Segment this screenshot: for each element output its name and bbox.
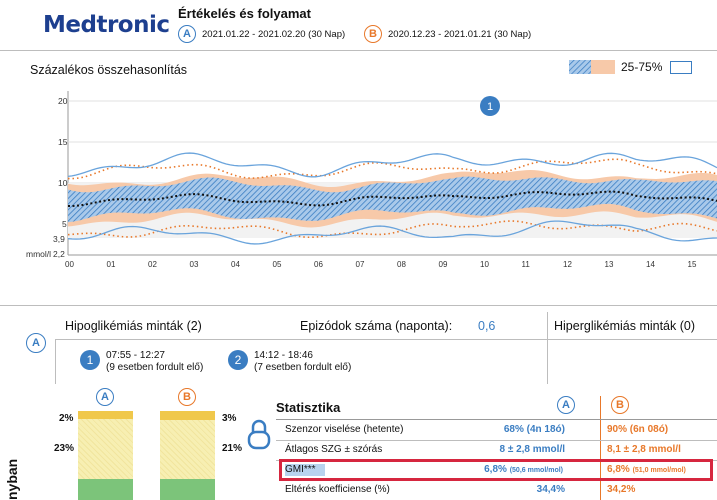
comparison-title: Százalékos összehasonlítás (30, 63, 188, 77)
x-tick-08: 08 (397, 260, 406, 269)
y-tick-10: 10 (58, 178, 68, 188)
pattern-marker-1[interactable] (480, 96, 500, 116)
header-divider (0, 50, 717, 51)
period-a: A 2021.01.22 - 2021.02.20 (30 Nap) (178, 25, 345, 43)
stats-badge-a: A (557, 396, 575, 414)
pattern-marker-1-label: 1 (487, 101, 493, 113)
stats-title: Statisztika (276, 400, 341, 415)
period-a-badge: A (178, 25, 196, 43)
hypo-patterns-title: Hipoglikémiás minták (2) (65, 319, 202, 333)
medtronic-logo: Medtronic (43, 12, 170, 38)
pattern-2-time: 14:12 - 18:46 (254, 350, 313, 361)
y-tick-2-2: 2,2 (53, 249, 65, 259)
period-b-badge: B (364, 25, 382, 43)
x-tick-03: 03 (190, 260, 199, 269)
patterns-left-rule (55, 339, 56, 384)
bars-side-label: nyban (4, 458, 20, 500)
episodes-value: 0,6 (478, 319, 496, 333)
x-tick-13: 13 (605, 260, 614, 269)
stat-row-cv: Eltérés koefficiense (%) 34,4% 34,2% (285, 484, 636, 495)
y-tick-5: 5 (62, 219, 67, 229)
bars-badge-b: B (178, 388, 196, 406)
comparison-chart: 20 15 10 5 3,9 2,2 mmol/l 00 01 02 03 04 05 06… (26, 91, 717, 269)
pattern-1-note: (9 esetben fordult elő) (106, 362, 204, 373)
episodes-label: Epizódok száma (naponta): (300, 319, 453, 333)
stat-row-average-sg: Átlagos SZG ± szórás 8 ± 2,8 mmol/l 8,1 … (285, 444, 681, 455)
pattern-2-badge: 2 (228, 350, 248, 370)
x-tick-11: 11 (522, 260, 531, 269)
x-tick-14: 14 (646, 260, 655, 269)
stats-badge-b: B (611, 396, 629, 414)
patterns-badge-a: A (26, 333, 46, 353)
stats-header-rule (276, 419, 717, 420)
gmi-highlight-box (279, 459, 713, 481)
hyper-patterns-title: Hiperglikémiás minták (0) (554, 319, 696, 333)
bar-a-above (78, 419, 133, 479)
pattern-item-2[interactable]: 2 14:12 - 18:46 (7 esetben fordult elő) (228, 350, 351, 374)
period-b-text: 2020.12.23 - 2021.01.21 (30 Nap) (388, 28, 532, 40)
x-tick-12: 12 (563, 260, 572, 269)
hyper-divider (547, 312, 548, 384)
bar-b-above (160, 420, 215, 479)
bar-b-high (160, 411, 215, 420)
band-a-iqr (68, 176, 717, 223)
pattern-item-1[interactable]: 1 07:55 - 12:27 (9 esetben fordult elő) (80, 350, 203, 374)
bar-b-top-pct: 3% (222, 413, 237, 424)
x-tick-15: 15 (688, 260, 697, 269)
y-tick-3-9: 3,9 (53, 234, 65, 244)
x-tick-10: 10 (480, 260, 489, 269)
bar-a-range (78, 479, 133, 500)
stat-row-sensor-wear: Szenzor viselése (hetente) 68% (4n 18ó) … (285, 424, 669, 435)
pattern-2-note: (7 esetben fordult elő) (254, 362, 352, 373)
line-median (67, 190, 717, 207)
stat-row-gmi: GMI*** 6,8% (50,6 mmol/mol) 6,8% (51,0 m… (285, 464, 686, 475)
bars-badge-a: A (96, 388, 114, 406)
patterns-row-divider (55, 339, 717, 340)
gmi-label-highlight (285, 464, 325, 476)
y-tick-15: 15 (58, 137, 68, 147)
period-b: B 2020.12.23 - 2021.01.21 (30 Nap) (364, 25, 531, 43)
patterns-divider (0, 305, 717, 306)
bar-a-mid-pct: 23% (54, 443, 75, 454)
report-title: Értékelés és folyamat (178, 6, 311, 21)
pattern-1-badge: 1 (80, 350, 100, 370)
stats-column-rule (600, 396, 601, 500)
x-tick-09: 09 (439, 260, 448, 269)
x-tick-02: 02 (148, 260, 157, 269)
x-tick-00: 00 (65, 260, 74, 269)
x-tick-04: 04 (231, 260, 240, 269)
y-tick-20: 20 (58, 96, 68, 106)
bar-b-range (160, 479, 215, 500)
legend-label: 25-75% (621, 60, 663, 74)
x-tick-01: 01 (107, 260, 116, 269)
line-a-lower (67, 220, 717, 245)
y-unit: mmol/l (26, 249, 51, 259)
x-tick-06: 06 (314, 260, 323, 269)
bar-a-top-pct: 2% (59, 413, 74, 424)
lock-icon (247, 419, 271, 450)
line-b-upper (67, 158, 717, 180)
legend-line-icon (670, 60, 693, 74)
x-tick-07: 07 (356, 260, 365, 269)
legend-swatch-icon (569, 60, 615, 74)
line-a-upper (67, 152, 717, 178)
period-a-text: 2021.01.22 - 2021.02.20 (30 Nap) (202, 28, 346, 40)
pattern-1-time: 07:55 - 12:27 (106, 350, 165, 361)
x-tick-05: 05 (273, 260, 282, 269)
bar-a-high (78, 411, 133, 419)
legend: 25-75% (569, 59, 693, 75)
bar-b-mid-pct: 21% (222, 443, 243, 454)
